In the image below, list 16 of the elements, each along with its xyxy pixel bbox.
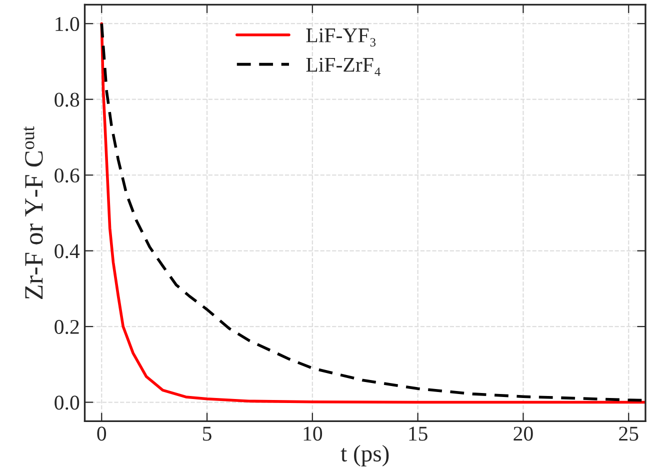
y-tick-label: 0.8: [54, 92, 80, 107]
y-tick-label: 0.0: [54, 396, 80, 410]
x-tick-label: 20: [514, 426, 533, 441]
x-tick-label: 15: [409, 426, 428, 441]
x-tick-label: 0: [97, 426, 106, 441]
x-tick-label: 25: [619, 426, 638, 441]
y-tick-label: 0.4: [54, 244, 80, 258]
y-tick-label: 0.6: [54, 168, 80, 183]
y-axis-title: Zr-F or Y-F C$^{out}$: [24, 126, 43, 300]
y-tick-label: 0.2: [54, 320, 79, 334]
x-axis-title: t (ps): [340, 444, 389, 466]
legend-label: LiF-YF₃: [306, 28, 376, 46]
legend-label: LiF-ZrF₄: [306, 58, 380, 76]
x-tick-label: 5: [203, 426, 212, 441]
y-tick-label: 1.0: [56, 16, 80, 32]
x-tick-label: 10: [304, 426, 322, 441]
